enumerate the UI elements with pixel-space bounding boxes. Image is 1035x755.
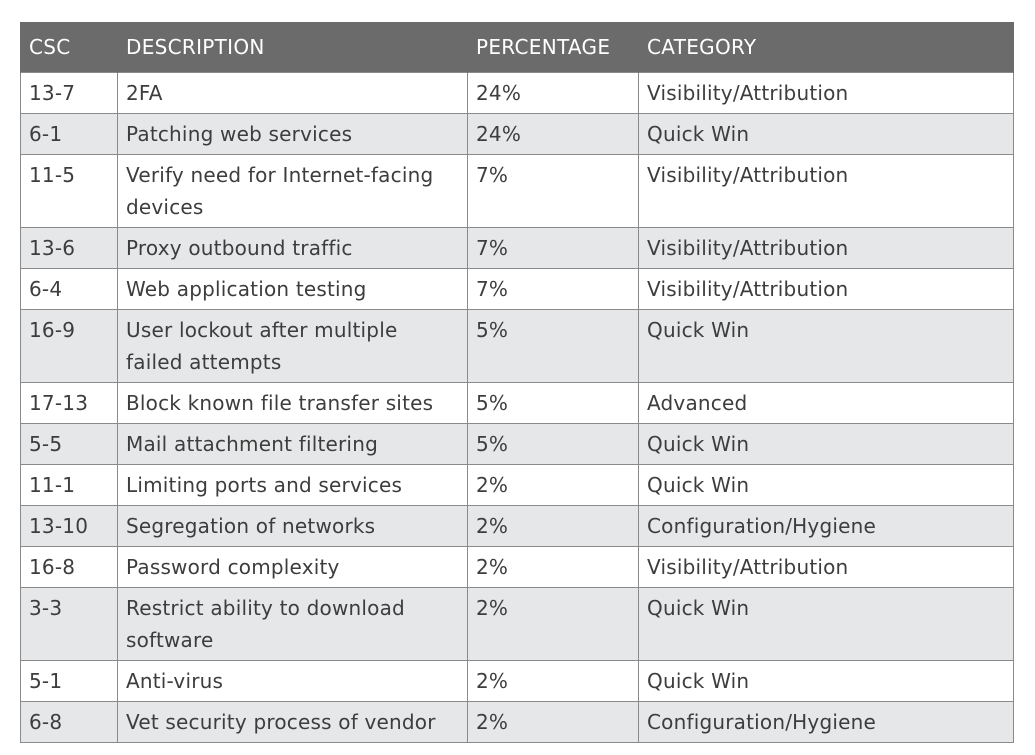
cell-description: Anti-virus (117, 659, 468, 702)
cell-category: Configuration/Hygiene (638, 504, 1014, 547)
cell-csc: 3-3 (20, 586, 118, 661)
cell-csc: 11-1 (20, 463, 118, 506)
cell-description: Proxy outbound traffic (117, 226, 468, 269)
cell-percentage: 7% (467, 226, 639, 269)
cell-csc: 6-1 (20, 112, 118, 155)
header-csc: CSC (20, 22, 118, 72)
cell-category: Visibility/Attribution (638, 71, 1014, 114)
cell-csc: 13-10 (20, 504, 118, 547)
cell-percentage: 5% (467, 422, 639, 465)
table-row: 5-1 Anti-virus 2% Quick Win (20, 659, 1014, 702)
cell-description: Limiting ports and services (117, 463, 468, 506)
cell-description: Restrict ability to download software (117, 586, 468, 661)
header-category: CATEGORY (638, 22, 1014, 72)
table-header: CSC DESCRIPTION PERCENTAGE CATEGORY (20, 22, 1014, 72)
cell-description: Patching web services (117, 112, 468, 155)
cell-category: Quick Win (638, 422, 1014, 465)
table-row: 11-1 Limiting ports and services 2% Quic… (20, 463, 1014, 506)
cell-percentage: 2% (467, 659, 639, 702)
table-row: 13-10 Segregation of networks 2% Configu… (20, 504, 1014, 547)
cell-percentage: 2% (467, 586, 639, 661)
table-row: 13-7 2FA 24% Visibility/Attribution (20, 71, 1014, 114)
cell-csc: 5-5 (20, 422, 118, 465)
cell-csc: 16-9 (20, 308, 118, 383)
cell-category: Visibility/Attribution (638, 226, 1014, 269)
cell-category: Quick Win (638, 308, 1014, 383)
cell-percentage: 5% (467, 381, 639, 424)
table-row: 17-13 Block known file transfer sites 5%… (20, 381, 1014, 424)
cell-percentage: 24% (467, 71, 639, 114)
cell-csc: 11-5 (20, 153, 118, 228)
cell-description: User lockout after multiple failed attem… (117, 308, 468, 383)
cell-category: Visibility/Attribution (638, 267, 1014, 310)
cell-csc: 6-4 (20, 267, 118, 310)
cell-description: Vet security process of vendor (117, 700, 468, 743)
cell-percentage: 2% (467, 504, 639, 547)
cell-category: Quick Win (638, 463, 1014, 506)
cell-percentage: 2% (467, 463, 639, 506)
cell-percentage: 7% (467, 153, 639, 228)
cell-description: Web application testing (117, 267, 468, 310)
cell-category: Advanced (638, 381, 1014, 424)
table-row: 13-6 Proxy outbound traffic 7% Visibilit… (20, 226, 1014, 269)
cell-description: Verify need for Internet-facing devices (117, 153, 468, 228)
table-row: 5-5 Mail attachment filtering 5% Quick W… (20, 422, 1014, 465)
header-row: CSC DESCRIPTION PERCENTAGE CATEGORY (20, 22, 1014, 72)
cell-category: Visibility/Attribution (638, 545, 1014, 588)
table-row: 16-9 User lockout after multiple failed … (20, 308, 1014, 383)
cell-category: Visibility/Attribution (638, 153, 1014, 228)
table-body: 13-7 2FA 24% Visibility/Attribution 6-1 … (20, 71, 1014, 743)
cell-description: Password complexity (117, 545, 468, 588)
cell-csc: 5-1 (20, 659, 118, 702)
cell-percentage: 2% (467, 545, 639, 588)
table-row: 3-3 Restrict ability to download softwar… (20, 586, 1014, 661)
table-row: 11-5 Verify need for Internet-facing dev… (20, 153, 1014, 228)
cell-category: Quick Win (638, 586, 1014, 661)
cell-description: 2FA (117, 71, 468, 114)
header-percentage: PERCENTAGE (467, 22, 639, 72)
cell-description: Segregation of networks (117, 504, 468, 547)
cell-category: Quick Win (638, 659, 1014, 702)
cell-description: Mail attachment filtering (117, 422, 468, 465)
table-row: 6-1 Patching web services 24% Quick Win (20, 112, 1014, 155)
cell-percentage: 5% (467, 308, 639, 383)
table-row: 16-8 Password complexity 2% Visibility/A… (20, 545, 1014, 588)
cell-description: Block known file transfer sites (117, 381, 468, 424)
cell-csc: 13-6 (20, 226, 118, 269)
cell-csc: 17-13 (20, 381, 118, 424)
table-row: 6-4 Web application testing 7% Visibilit… (20, 267, 1014, 310)
cell-percentage: 2% (467, 700, 639, 743)
csc-table: CSC DESCRIPTION PERCENTAGE CATEGORY 13-7… (20, 22, 1014, 743)
cell-category: Quick Win (638, 112, 1014, 155)
cell-csc: 16-8 (20, 545, 118, 588)
cell-csc: 13-7 (20, 71, 118, 114)
cell-percentage: 7% (467, 267, 639, 310)
cell-percentage: 24% (467, 112, 639, 155)
header-description: DESCRIPTION (117, 22, 468, 72)
cell-category: Configuration/Hygiene (638, 700, 1014, 743)
cell-csc: 6-8 (20, 700, 118, 743)
table-row: 6-8 Vet security process of vendor 2% Co… (20, 700, 1014, 743)
